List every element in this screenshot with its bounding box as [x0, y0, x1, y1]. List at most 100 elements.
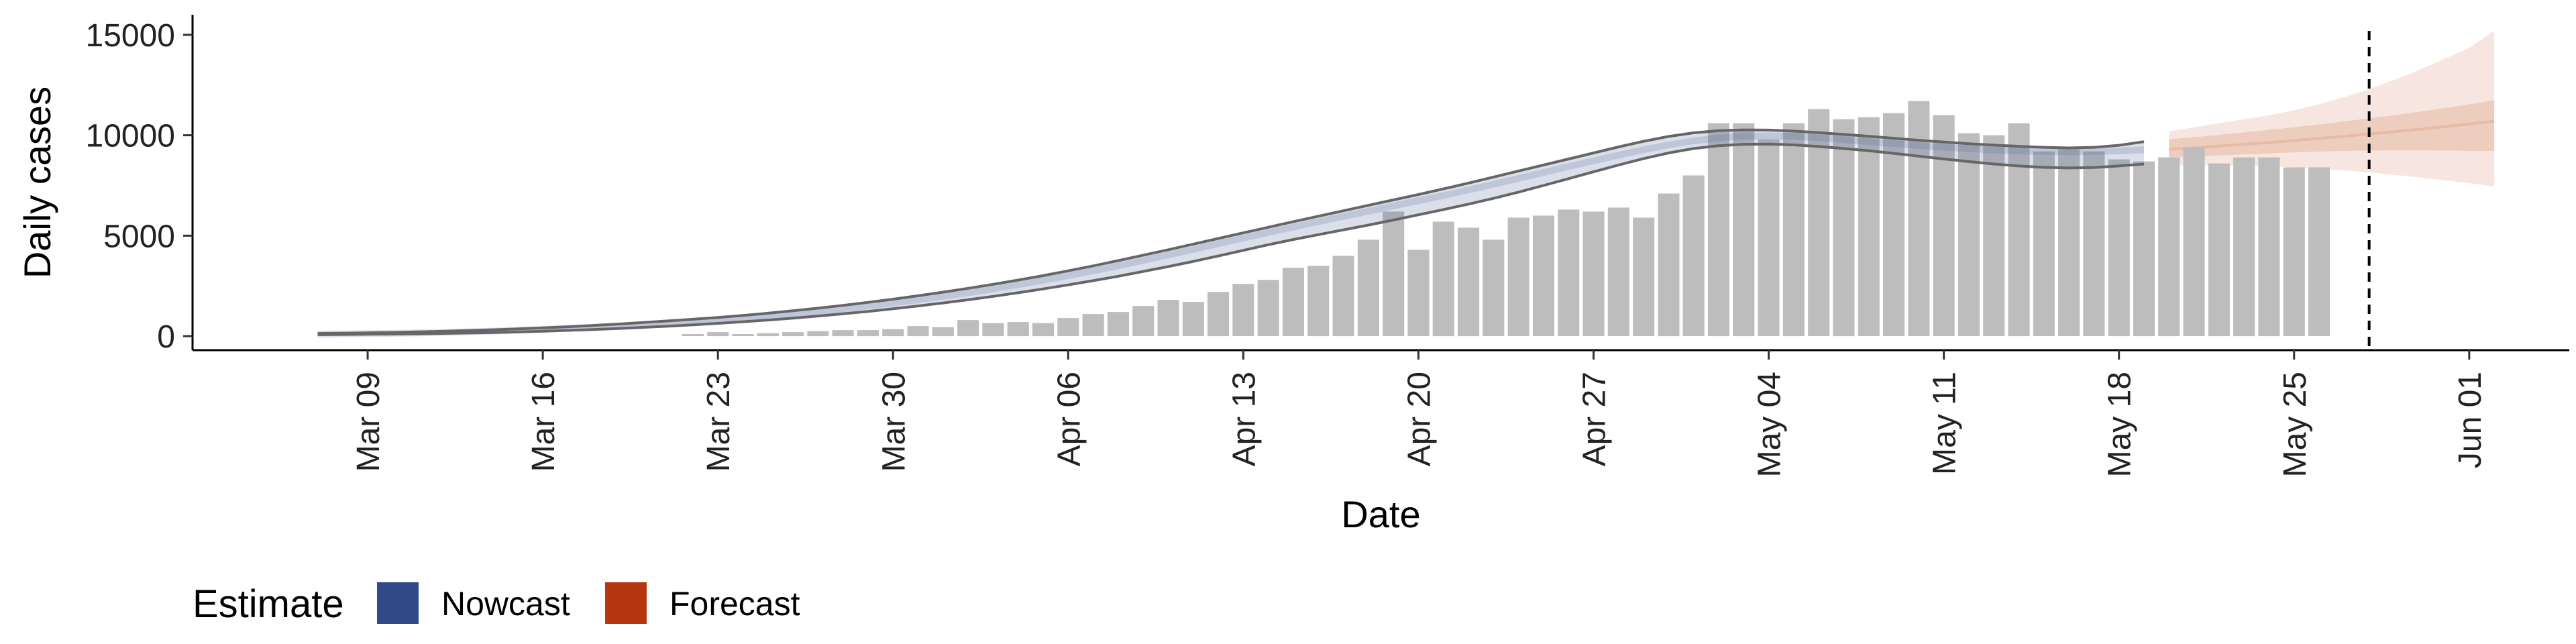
daily-cases-bar	[907, 326, 929, 337]
daily-cases-bar	[1182, 302, 1204, 336]
daily-cases-bar	[1458, 227, 1480, 337]
nowcast-lower-line	[317, 142, 2145, 336]
daily-cases-bar	[1858, 117, 1880, 336]
daily-cases-bar	[957, 320, 979, 337]
x-tick-label: Mar 23	[701, 372, 737, 472]
daily-cases-bar	[807, 331, 829, 337]
daily-cases-bar	[1157, 300, 1179, 336]
daily-cases-bar	[1933, 115, 1955, 336]
x-tick-label: Apr 13	[1226, 372, 1262, 466]
daily-cases-bar	[1908, 101, 1930, 336]
daily-cases-bar	[1507, 217, 1529, 336]
x-tick-label: Mar 16	[526, 372, 561, 472]
x-tick-label: Apr 06	[1051, 372, 1087, 466]
daily-cases-bar	[1407, 250, 1430, 336]
legend-label-forecast: Forecast	[669, 585, 800, 623]
x-tick-label: Apr 27	[1577, 372, 1613, 466]
daily-cases-bar	[982, 323, 1004, 337]
daily-cases-bar	[1107, 312, 1129, 336]
y-tick-label: 15000	[86, 18, 175, 54]
y-tick-label: 10000	[86, 119, 175, 154]
daily-cases-bar	[1057, 318, 1079, 336]
daily-cases-bars-layer	[682, 101, 2330, 337]
y-tick-label: 5000	[103, 219, 175, 254]
y-axis-title: Daily cases	[16, 87, 58, 278]
daily-cases-bar	[2233, 157, 2255, 337]
forecast-bands-layer	[2169, 31, 2495, 186]
daily-cases-bar	[2108, 159, 2130, 337]
daily-cases-bar	[882, 329, 904, 337]
daily-cases-bar	[1132, 306, 1155, 336]
daily-cases-bar	[1833, 119, 1855, 337]
daily-cases-bar	[1682, 175, 1705, 336]
daily-cases-bar	[1633, 217, 1655, 336]
x-tick-label: Apr 20	[1401, 372, 1437, 466]
y-tick-label: 0	[157, 319, 175, 355]
daily-cases-bar	[1357, 239, 1379, 336]
daily-cases-bar	[2308, 167, 2330, 336]
x-axis-title: Date	[1341, 493, 1420, 535]
daily-cases-bar	[1483, 239, 1505, 336]
daily-cases-bar	[782, 332, 804, 337]
daily-cases-bar	[1532, 215, 1554, 336]
daily-cases-bar	[832, 330, 854, 337]
legend-label-nowcast: Nowcast	[441, 585, 570, 623]
x-tick-label: Jun 01	[2453, 372, 2488, 468]
daily-cases-bar	[2208, 163, 2230, 337]
daily-cases-bar	[2058, 149, 2080, 336]
daily-cases-bar	[932, 327, 954, 337]
daily-cases-bar	[857, 330, 879, 337]
daily-cases-bar	[1432, 221, 1454, 337]
daily-cases-bar	[1332, 256, 1354, 337]
x-tick-label: May 04	[1752, 372, 1788, 477]
daily-cases-bar	[2283, 167, 2305, 336]
daily-cases-bar	[1758, 139, 1780, 336]
nowcast-band-layer	[317, 30, 2371, 350]
daily-cases-bar	[757, 333, 779, 337]
daily-cases-bar	[732, 334, 754, 336]
daily-cases-bar	[1082, 314, 1104, 336]
daily-cases-bar	[682, 334, 704, 336]
daily-cases-bar	[1257, 280, 1279, 336]
x-tick-label: May 18	[2102, 372, 2138, 477]
legend-title: Estimate	[193, 582, 344, 626]
x-tick-label: May 11	[1927, 372, 1963, 475]
daily-cases-bar	[2033, 151, 2055, 336]
daily-cases-bar	[1383, 211, 1405, 336]
axes-layer: 0 5000 10000 15000 Mar 09 Mar 16 Mar 23 Mar 30 A…	[16, 15, 2569, 535]
legend-key-forecast	[605, 582, 647, 624]
daily-cases-bar	[1607, 207, 1629, 336]
daily-cases-bar	[1032, 323, 1055, 337]
daily-cases-bar	[2183, 147, 2205, 336]
legend: Estimate Nowcast Forecast	[193, 582, 800, 626]
daily-cases-bar	[1707, 123, 1729, 337]
nowcast-band	[317, 129, 2144, 335]
x-tick-label: Mar 30	[876, 372, 912, 472]
daily-cases-bar	[1307, 266, 1330, 337]
daily-cases-bar	[1782, 123, 1805, 337]
daily-cases-bar	[1282, 268, 1304, 336]
x-tick-label: Mar 09	[351, 372, 386, 472]
daily-cases-bar	[1208, 292, 1230, 337]
daily-cases-bar	[2083, 151, 2105, 336]
nowcast-median-line	[317, 132, 2145, 337]
daily-cases-bar	[1558, 209, 1580, 336]
daily-cases-bar	[1658, 193, 1680, 337]
daily-cases-bar	[2258, 157, 2280, 337]
daily-cases-bar	[1957, 133, 1980, 336]
daily-cases-bar	[1232, 284, 1254, 336]
daily-cases-bar	[1983, 135, 2005, 336]
nowcast-upper-line	[317, 128, 2145, 335]
daily-cases-bar	[2008, 123, 2030, 337]
daily-cases-bar	[1883, 113, 1905, 336]
legend-key-nowcast	[377, 582, 419, 624]
x-tick-label: May 25	[2277, 372, 2313, 477]
daily-cases-bar	[1733, 123, 1755, 337]
forecast-median-line	[2169, 119, 2495, 151]
daily-cases-bar	[1582, 211, 1605, 336]
daily-cases-bar	[2158, 157, 2180, 337]
daily-cases-bar	[2133, 161, 2155, 337]
daily-cases-bar	[1007, 322, 1029, 337]
daily-cases-bar	[707, 332, 729, 337]
